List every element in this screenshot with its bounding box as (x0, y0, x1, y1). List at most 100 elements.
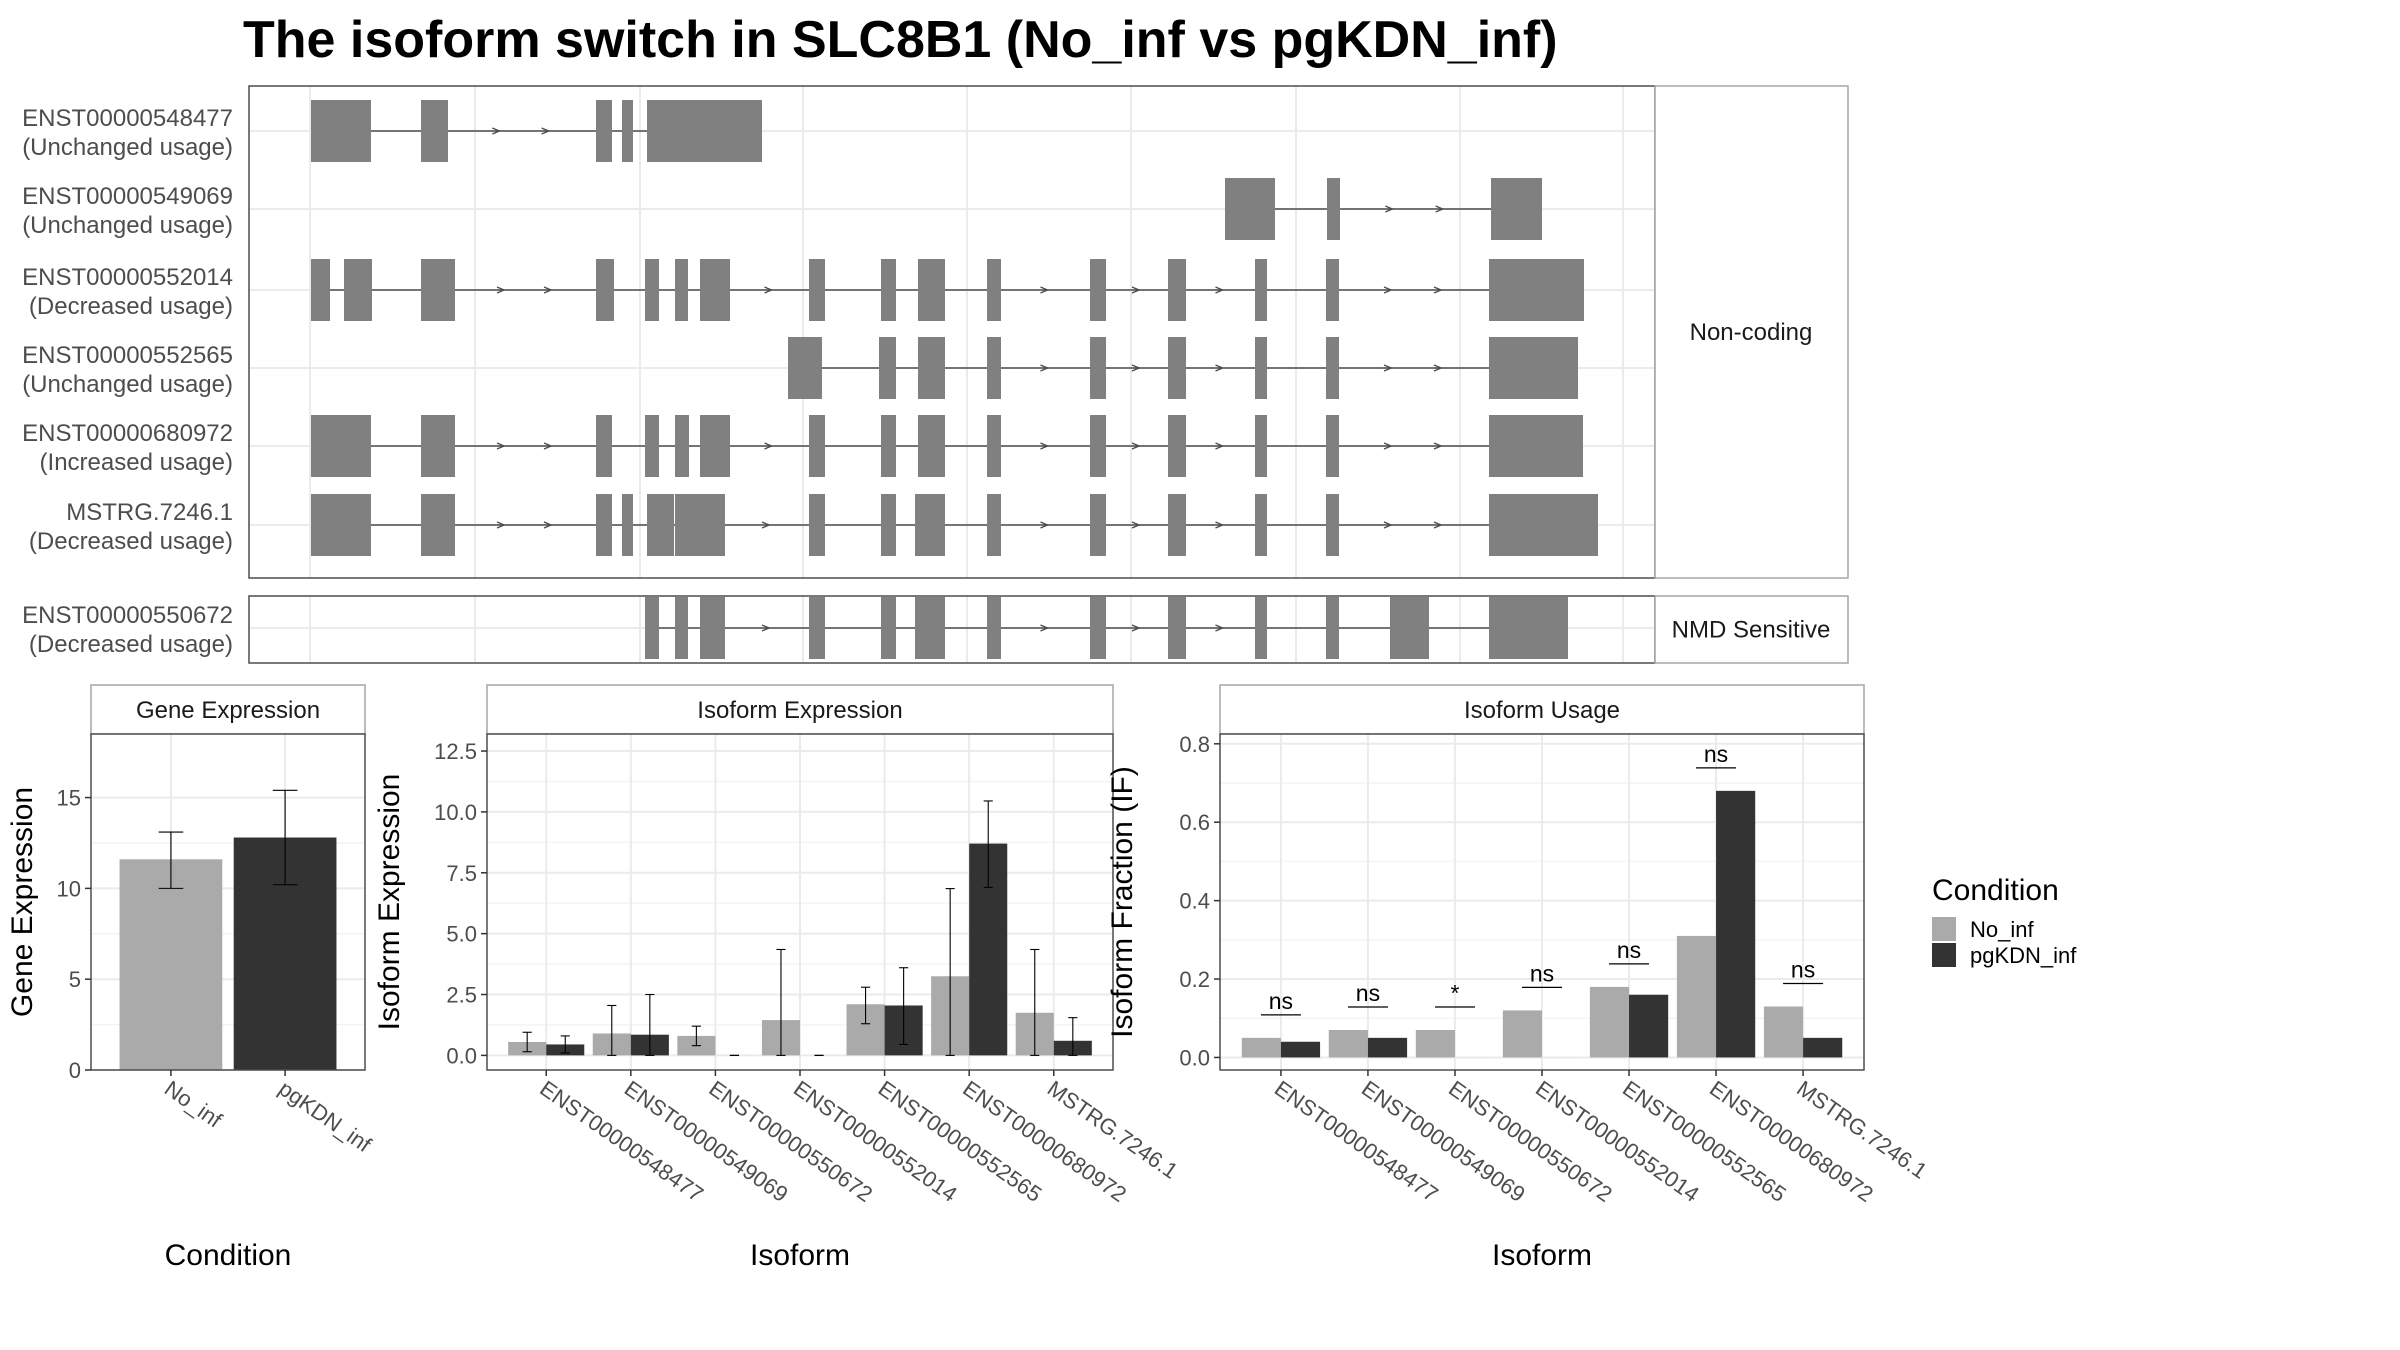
structure-group-strip (1654, 595, 1849, 664)
intron-direction-arrow (1433, 521, 1443, 529)
intron-direction-arrow (1383, 442, 1393, 450)
y-tick-label: 0.0 (446, 1043, 477, 1068)
x-axis-title: Condition (165, 1239, 292, 1272)
intron-direction-arrow (1215, 364, 1225, 372)
bar (1676, 935, 1717, 1058)
intron-direction-arrow (1131, 364, 1141, 372)
bar (1280, 1041, 1321, 1058)
exon-block (881, 597, 896, 659)
structure-panel-background (249, 596, 1655, 663)
exon-block (1168, 337, 1186, 399)
exon-block (596, 259, 614, 321)
intron-direction-arrow (1040, 286, 1050, 294)
expression-usage-plots: Gene Expression 0 5 10 15 No_inf pgKDN_inf Cond… (6, 684, 1932, 1272)
y-tick-label: 0.4 (1179, 889, 1210, 914)
exon-block (1489, 415, 1583, 477)
exon-block (421, 494, 455, 556)
exon-block (1326, 494, 1339, 556)
intron-direction-arrow (1131, 286, 1141, 294)
intron-direction-arrow (1040, 442, 1050, 450)
isoform-usage-label: (Increased usage) (40, 449, 233, 476)
structure-panel-background (249, 86, 1655, 578)
exon-block (918, 337, 945, 399)
intron-direction-arrow (496, 286, 506, 294)
exon-block (645, 415, 659, 477)
y-tick-label: 0.6 (1179, 810, 1210, 835)
isoform-id-label: ENST00000550672 (22, 602, 233, 629)
exon-block (311, 100, 371, 162)
exon-block (1489, 337, 1578, 399)
exon-block (645, 259, 659, 321)
x-axis-title: Isoform (750, 1239, 850, 1272)
exon-block (311, 415, 371, 477)
isoform-id-label: ENST00000680972 (22, 420, 233, 447)
intron-direction-arrow (1215, 521, 1225, 529)
isoform-usage-label: (Decreased usage) (29, 631, 233, 658)
y-tick-label: 5 (69, 967, 81, 992)
intron-direction-arrow (1383, 364, 1393, 372)
bar (1502, 1010, 1542, 1058)
exon-block (421, 100, 448, 162)
exon-block (596, 100, 612, 162)
exon-block (675, 259, 688, 321)
exon-block (421, 415, 455, 477)
chart-panel-2: Isoform Usage ns ns * ns ns ns ns 0.0 0.2 0.4 0.6 0.… (1106, 684, 1932, 1272)
y-tick-label: 15 (57, 786, 81, 811)
intron-direction-arrow (1040, 521, 1050, 529)
chart-panel-0: Gene Expression 0 5 10 15 No_inf pgKDN_inf Cond… (6, 684, 376, 1272)
y-tick-label: 7.5 (446, 861, 477, 886)
y-axis-title: Isoform Expression (373, 774, 406, 1031)
exon-block (647, 494, 674, 556)
exon-block (311, 494, 371, 556)
bar (1241, 1037, 1281, 1058)
exon-block (809, 597, 825, 659)
x-tick-label: pgKDN_inf (274, 1076, 376, 1158)
significance-label: ns (1617, 937, 1641, 963)
exon-block (809, 494, 825, 556)
bar (1367, 1037, 1408, 1058)
y-tick-label: 0 (69, 1058, 81, 1083)
bar (1589, 986, 1630, 1058)
exon-block (1090, 415, 1106, 477)
intron-direction-arrow (1215, 286, 1225, 294)
x-tick-label: ENST00000548477 (1270, 1076, 1443, 1207)
intron-direction-arrow (543, 521, 553, 529)
exon-block (879, 337, 896, 399)
intron-direction-arrow (761, 624, 771, 632)
legend-swatch (1932, 943, 1956, 967)
bar (1328, 1030, 1368, 1058)
intron-direction-arrow (492, 127, 502, 135)
bar (1763, 1006, 1804, 1058)
structure-group-label: Non-coding (1690, 319, 1813, 346)
y-tick-label: 0.8 (1179, 732, 1210, 757)
exon-block (1326, 337, 1339, 399)
isoform-id-label: ENST00000552565 (22, 342, 233, 369)
exon-block (622, 494, 633, 556)
exon-block (622, 100, 633, 162)
panel-title: Isoform Usage (1464, 697, 1620, 724)
intron-direction-arrow (1131, 624, 1141, 632)
structure-group-strip (1654, 85, 1849, 579)
exon-block (1255, 415, 1267, 477)
exon-block (1168, 597, 1186, 659)
exon-block (1090, 597, 1106, 659)
isoform-usage-label: (Unchanged usage) (22, 212, 233, 239)
exon-block (1491, 178, 1542, 240)
legend-title: Condition (1932, 874, 2059, 907)
y-tick-label: 0.0 (1179, 1045, 1210, 1070)
isoform-usage-label: (Unchanged usage) (22, 134, 233, 161)
x-axis-title: Isoform (1492, 1239, 1592, 1272)
exon-block (1255, 337, 1267, 399)
exon-block (1489, 597, 1568, 659)
legend-swatch (1932, 917, 1956, 941)
exon-block (1327, 178, 1340, 240)
bar (1716, 790, 1756, 1058)
structure-group-label: NMD Sensitive (1672, 617, 1831, 644)
exon-block (700, 415, 730, 477)
intron-direction-arrow (1131, 442, 1141, 450)
isoform-usage-label: (Decreased usage) (29, 293, 233, 320)
exon-block (1168, 415, 1186, 477)
panel-title: Isoform Expression (697, 697, 902, 724)
